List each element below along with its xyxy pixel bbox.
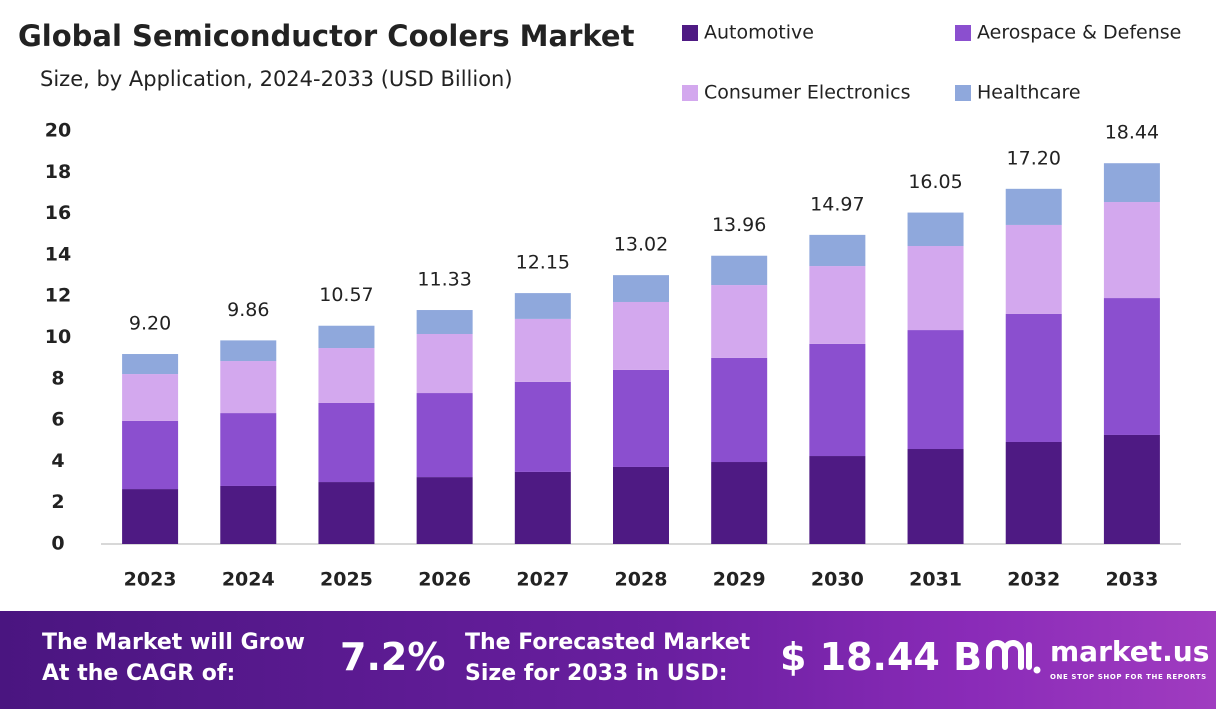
total-label: 17.20	[1007, 147, 1061, 169]
bar-segment	[809, 343, 866, 457]
bar-segment	[416, 333, 473, 394]
bar-segment	[613, 275, 669, 302]
bar-segment	[809, 456, 866, 544]
y-tick-label: 6	[51, 409, 64, 431]
cagr-value: 7.2%	[340, 635, 446, 679]
legend-label: Aerospace & Defense	[977, 22, 1181, 44]
x-tick-label: 2030	[811, 569, 864, 591]
x-tick-label: 2033	[1105, 569, 1158, 591]
total-label: 10.57	[319, 284, 373, 306]
legend-label: Automotive	[704, 22, 814, 44]
bar-segment	[613, 369, 669, 467]
bar-segment	[318, 482, 375, 544]
chart-subtitle: Size, by Application, 2024-2033 (USD Bil…	[40, 67, 513, 91]
x-tick-label: 2027	[516, 569, 569, 591]
y-tick-label: 0	[51, 533, 64, 555]
x-tick-label: 2028	[615, 569, 668, 591]
total-label: 9.20	[129, 313, 171, 335]
bar-segment	[416, 393, 473, 478]
y-tick-label: 4	[51, 450, 64, 472]
x-tick-label: 2031	[909, 569, 962, 591]
bar-segment	[1005, 188, 1062, 225]
bar-segment	[122, 489, 179, 544]
y-tick-label: 16	[45, 202, 71, 224]
bar-segment	[1103, 298, 1160, 435]
total-label: 13.02	[614, 234, 668, 256]
bar-segment	[122, 374, 179, 421]
y-tick-label: 10	[45, 326, 71, 348]
bar-segment	[220, 413, 277, 486]
bar-segment	[907, 330, 964, 450]
y-tick-label: 12	[45, 285, 71, 307]
logo-tagline: ONE STOP SHOP FOR THE REPORTS	[1050, 673, 1207, 681]
total-label: 14.97	[810, 193, 864, 215]
bar-segment	[1103, 434, 1160, 544]
x-tick-label: 2026	[418, 569, 471, 591]
bar-segment	[809, 234, 866, 267]
bar-segment	[122, 354, 179, 375]
bar-segment	[318, 325, 375, 349]
bar-segment	[613, 466, 669, 544]
bar-segment	[711, 285, 768, 358]
bar-segment	[318, 348, 375, 403]
total-label: 13.96	[712, 214, 766, 236]
bar-segment	[514, 381, 571, 472]
bar-segment	[711, 462, 768, 544]
logo-icon	[986, 640, 1041, 674]
bar-segment	[122, 420, 179, 490]
forecast-value: $ 18.44 B	[780, 635, 983, 679]
bar-segment	[514, 293, 571, 319]
bar-segment	[220, 485, 277, 544]
y-tick-label: 18	[45, 161, 71, 183]
legend-swatch	[955, 85, 971, 101]
cagr-caption: The Market will Grow At the CAGR of:	[42, 630, 305, 686]
bar-segment	[1005, 224, 1062, 314]
bar-segment	[907, 212, 964, 247]
total-label: 18.44	[1105, 122, 1159, 144]
bar-segment	[711, 255, 768, 286]
total-label: 16.05	[908, 171, 962, 193]
y-tick-label: 20	[45, 120, 71, 142]
bar-segment	[220, 361, 277, 414]
bar-segment	[514, 471, 571, 544]
bar-segment	[711, 357, 768, 463]
x-tick-label: 2029	[713, 569, 766, 591]
chart: Global Semiconductor Coolers Market Size…	[18, 19, 1181, 591]
bar-segment	[613, 301, 669, 370]
legend-swatch	[955, 25, 971, 41]
bar-segment	[809, 266, 866, 344]
x-tick-label: 2025	[320, 569, 373, 591]
total-label: 12.15	[516, 252, 570, 274]
total-label: 9.86	[227, 299, 269, 321]
bar-segment	[416, 310, 473, 334]
forecast-caption: The Forecasted Market Size for 2033 in U…	[465, 630, 751, 686]
bar-segment	[514, 318, 571, 382]
y-tick-label: 8	[51, 367, 64, 389]
legend-swatch	[682, 25, 698, 41]
x-tick-label: 2032	[1007, 569, 1060, 591]
bar-segment	[907, 246, 964, 331]
logo-text: market.us	[1050, 635, 1210, 668]
bar-segment	[220, 340, 277, 362]
bar-segment	[1005, 441, 1062, 544]
y-tick-label: 14	[45, 243, 71, 265]
footer-banner: The Market will Grow At the CAGR of: 7.2…	[0, 611, 1216, 709]
bar-segment	[1103, 163, 1160, 203]
bar-segment	[907, 449, 964, 544]
bar-segment	[318, 402, 375, 483]
x-tick-label: 2023	[124, 569, 177, 591]
chart-title: Global Semiconductor Coolers Market	[18, 19, 635, 53]
legend-label: Consumer Electronics	[704, 82, 910, 104]
legend-label: Healthcare	[977, 82, 1081, 104]
x-tick-label: 2024	[222, 569, 275, 591]
bar-segment	[416, 477, 473, 544]
y-tick-label: 2	[51, 491, 64, 513]
legend-swatch	[682, 85, 698, 101]
bar-segment	[1103, 202, 1160, 299]
bar-segment	[1005, 313, 1062, 442]
total-label: 11.33	[417, 269, 471, 291]
